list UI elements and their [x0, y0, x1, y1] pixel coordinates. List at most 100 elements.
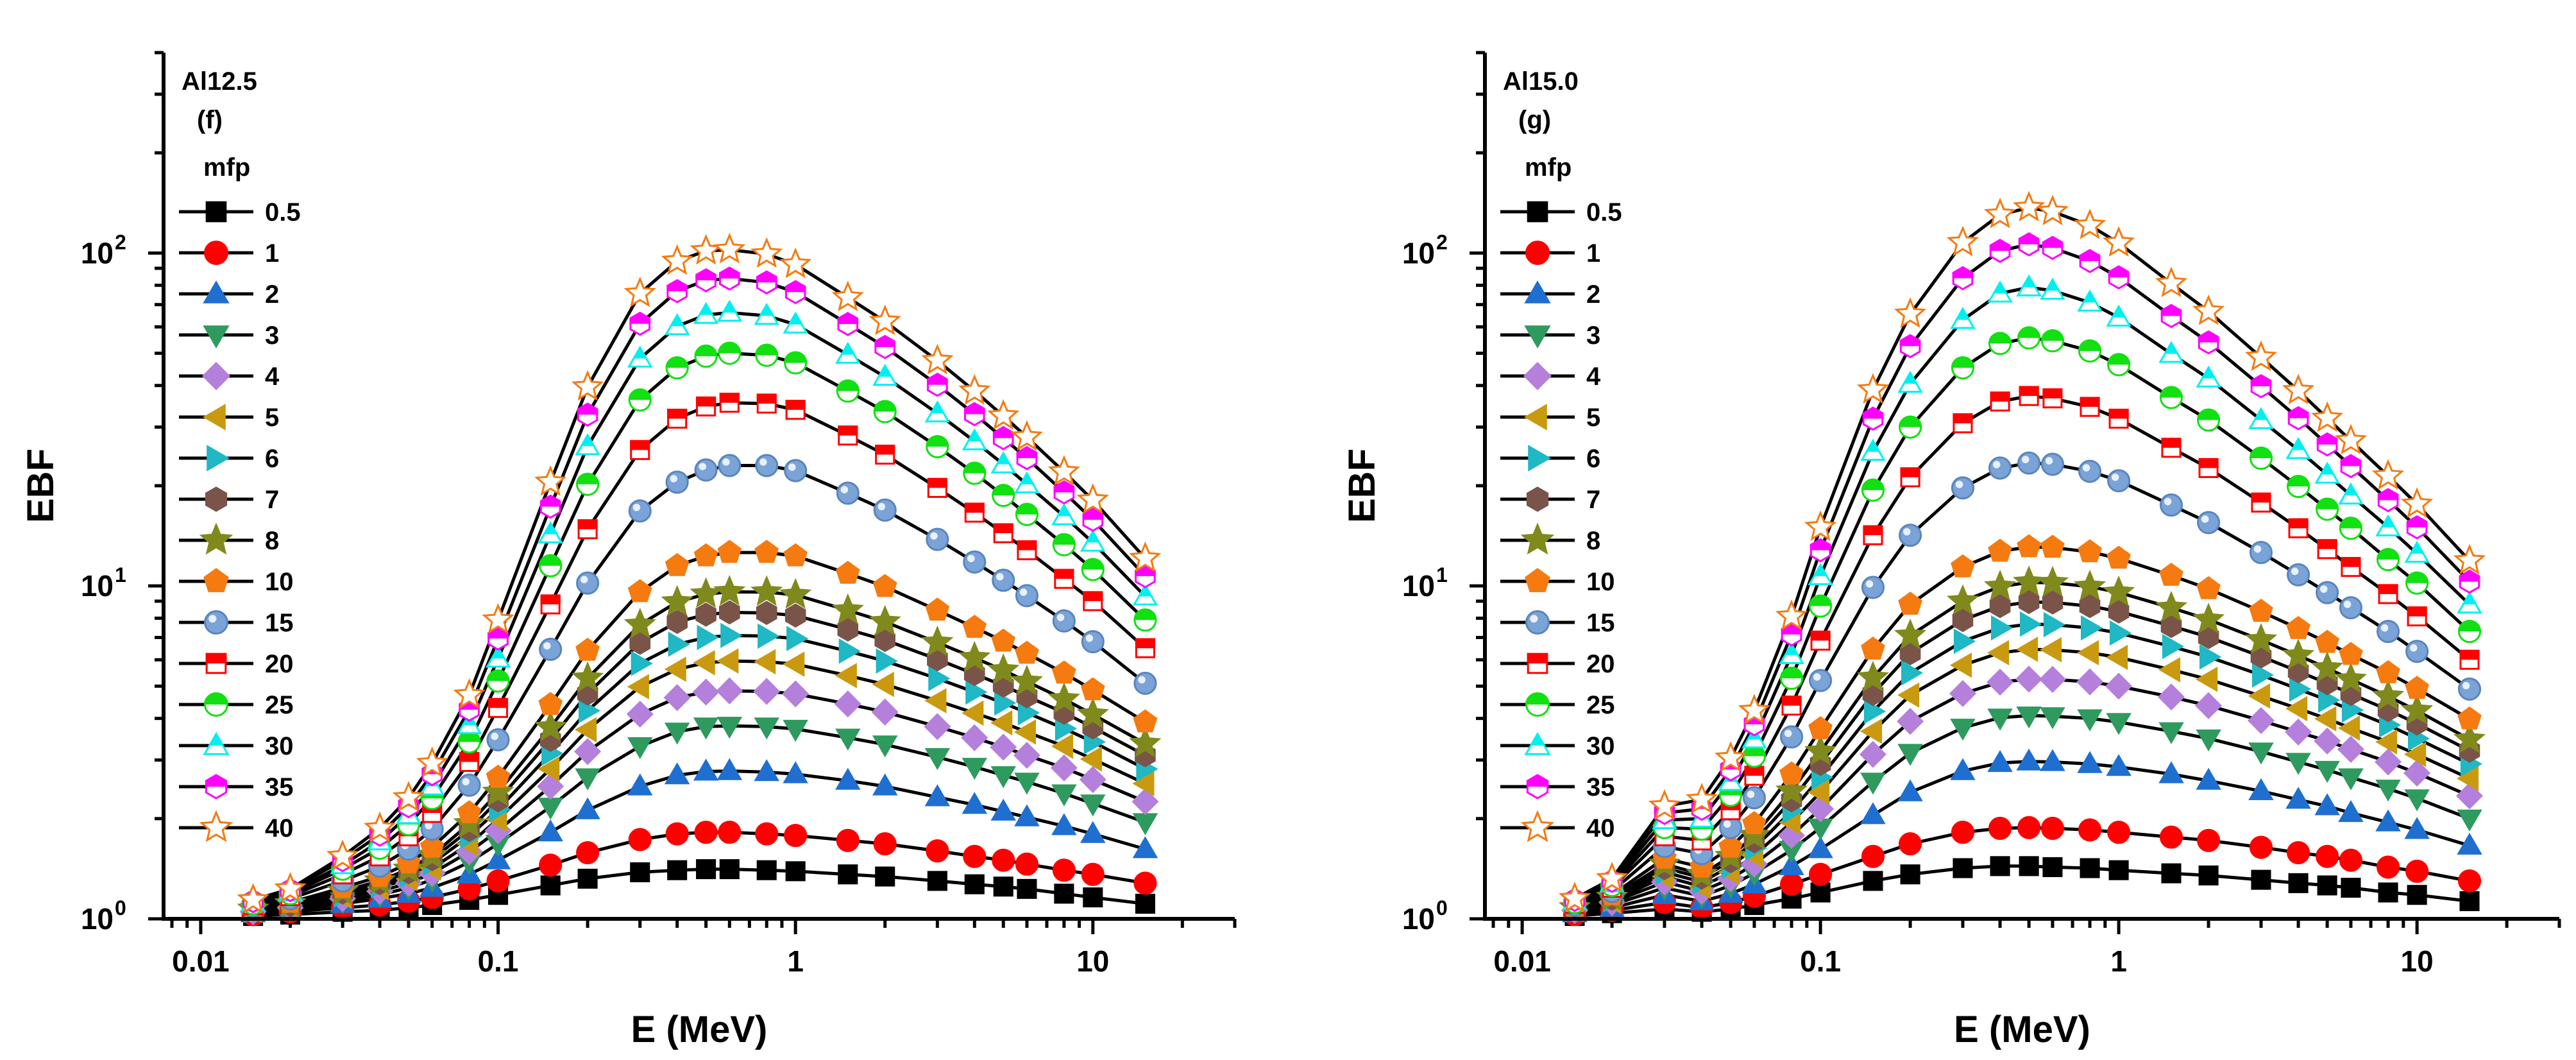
- marker-body: [1742, 810, 1767, 834]
- marker-body: [2040, 707, 2065, 730]
- marker-body: [2400, 487, 2434, 518]
- marker-fill: [1016, 446, 1038, 459]
- marker-body: [1779, 853, 1804, 875]
- marker-body: [1775, 774, 1808, 805]
- marker-body: [872, 574, 897, 597]
- marker-fill: [929, 400, 945, 414]
- data-point: [987, 653, 1020, 684]
- marker-fill: [2317, 539, 2337, 549]
- data-point: [754, 759, 780, 782]
- data-point: [1987, 708, 2013, 731]
- marker-body: [537, 773, 564, 800]
- marker-fill: [2316, 497, 2339, 509]
- data-point: [1809, 538, 1831, 563]
- data-point: [1949, 680, 1977, 707]
- data-point: [2375, 514, 2401, 536]
- marker-body: [274, 871, 307, 903]
- data-point: [485, 645, 511, 668]
- data-point: [1080, 529, 1106, 552]
- data-point: [2456, 765, 2479, 791]
- data-point: [1990, 856, 2010, 876]
- marker-body: [203, 404, 226, 431]
- axes: [162, 53, 1235, 921]
- marker-highlight: [2291, 567, 2299, 576]
- data-point: [924, 784, 951, 807]
- marker-body: [1860, 802, 1886, 825]
- marker-body: [1810, 882, 1831, 903]
- marker-body: [1983, 197, 2017, 228]
- marker-body: [575, 797, 600, 819]
- data-point: [835, 728, 861, 751]
- marker-body: [668, 631, 690, 657]
- marker-highlight: [2201, 515, 2209, 523]
- data-point: [925, 597, 950, 621]
- data-point: [992, 425, 1014, 450]
- legend-item-1: 1: [179, 239, 279, 268]
- marker-body: [2457, 869, 2482, 893]
- legend-item-3: 3: [1500, 321, 1600, 350]
- marker-body: [1949, 652, 1972, 678]
- marker-body: [924, 784, 951, 807]
- legend-label: 20: [265, 650, 294, 678]
- data-point: [927, 477, 947, 498]
- marker-highlight: [1747, 791, 1755, 798]
- data-point: [457, 800, 482, 823]
- data-point: [1010, 664, 1044, 696]
- data-point: [668, 631, 690, 657]
- data-point: [1808, 716, 1833, 740]
- marker-body: [716, 648, 739, 674]
- data-point: [2249, 835, 2273, 859]
- data-point: [927, 871, 947, 891]
- legend-marker: [1525, 241, 1550, 265]
- marker-body: [2375, 780, 2401, 802]
- data-point: [1900, 864, 1920, 885]
- data-point: [1988, 456, 2012, 480]
- marker-body: [2287, 841, 2310, 864]
- data-point: [1076, 483, 1109, 514]
- marker-body: [1779, 761, 1804, 785]
- marker-body: [2337, 735, 2365, 763]
- marker-fill: [2343, 483, 2359, 496]
- data-point: [2078, 339, 2102, 363]
- marker-highlight: [543, 642, 551, 650]
- data-point: [2457, 809, 2482, 832]
- legend-item-15: 15: [1500, 609, 1615, 637]
- data-point: [2339, 517, 2363, 540]
- marker-fill: [2287, 475, 2310, 487]
- data-point: [1897, 708, 1924, 735]
- marker-body: [2457, 809, 2482, 832]
- marker-fill: [2042, 235, 2063, 248]
- data-point: [237, 883, 269, 914]
- marker-body: [690, 577, 722, 608]
- marker-fill: [486, 669, 510, 681]
- marker-fill: [629, 311, 651, 324]
- data-point: [2248, 778, 2274, 800]
- marker-body: [2249, 541, 2273, 565]
- marker-body: [1897, 744, 1923, 766]
- data-point: [2286, 615, 2310, 639]
- data-point: [416, 746, 448, 778]
- data-point: [1863, 525, 1883, 545]
- data-point: [987, 398, 1020, 430]
- marker-body: [2106, 754, 2131, 776]
- data-point: [1810, 882, 1831, 903]
- marker-body: [924, 713, 951, 740]
- marker-fill: [2341, 557, 2361, 567]
- marker-body: [784, 603, 806, 628]
- data-point: [628, 828, 652, 851]
- data-point: [2282, 373, 2315, 405]
- data-point: [2017, 816, 2041, 839]
- marker-highlight: [930, 532, 938, 540]
- marker-body: [539, 637, 563, 662]
- data-point: [2459, 569, 2480, 594]
- marker-fill: [2111, 304, 2126, 318]
- marker-fill: [2201, 365, 2216, 379]
- series-markers-2: [240, 758, 1158, 923]
- marker-body: [2108, 599, 2130, 624]
- legend-item-30: 30: [1500, 731, 1615, 760]
- marker-body: [2316, 844, 2339, 868]
- data-point: [1860, 802, 1886, 825]
- data-point: [2040, 816, 2065, 841]
- data-point: [756, 601, 777, 626]
